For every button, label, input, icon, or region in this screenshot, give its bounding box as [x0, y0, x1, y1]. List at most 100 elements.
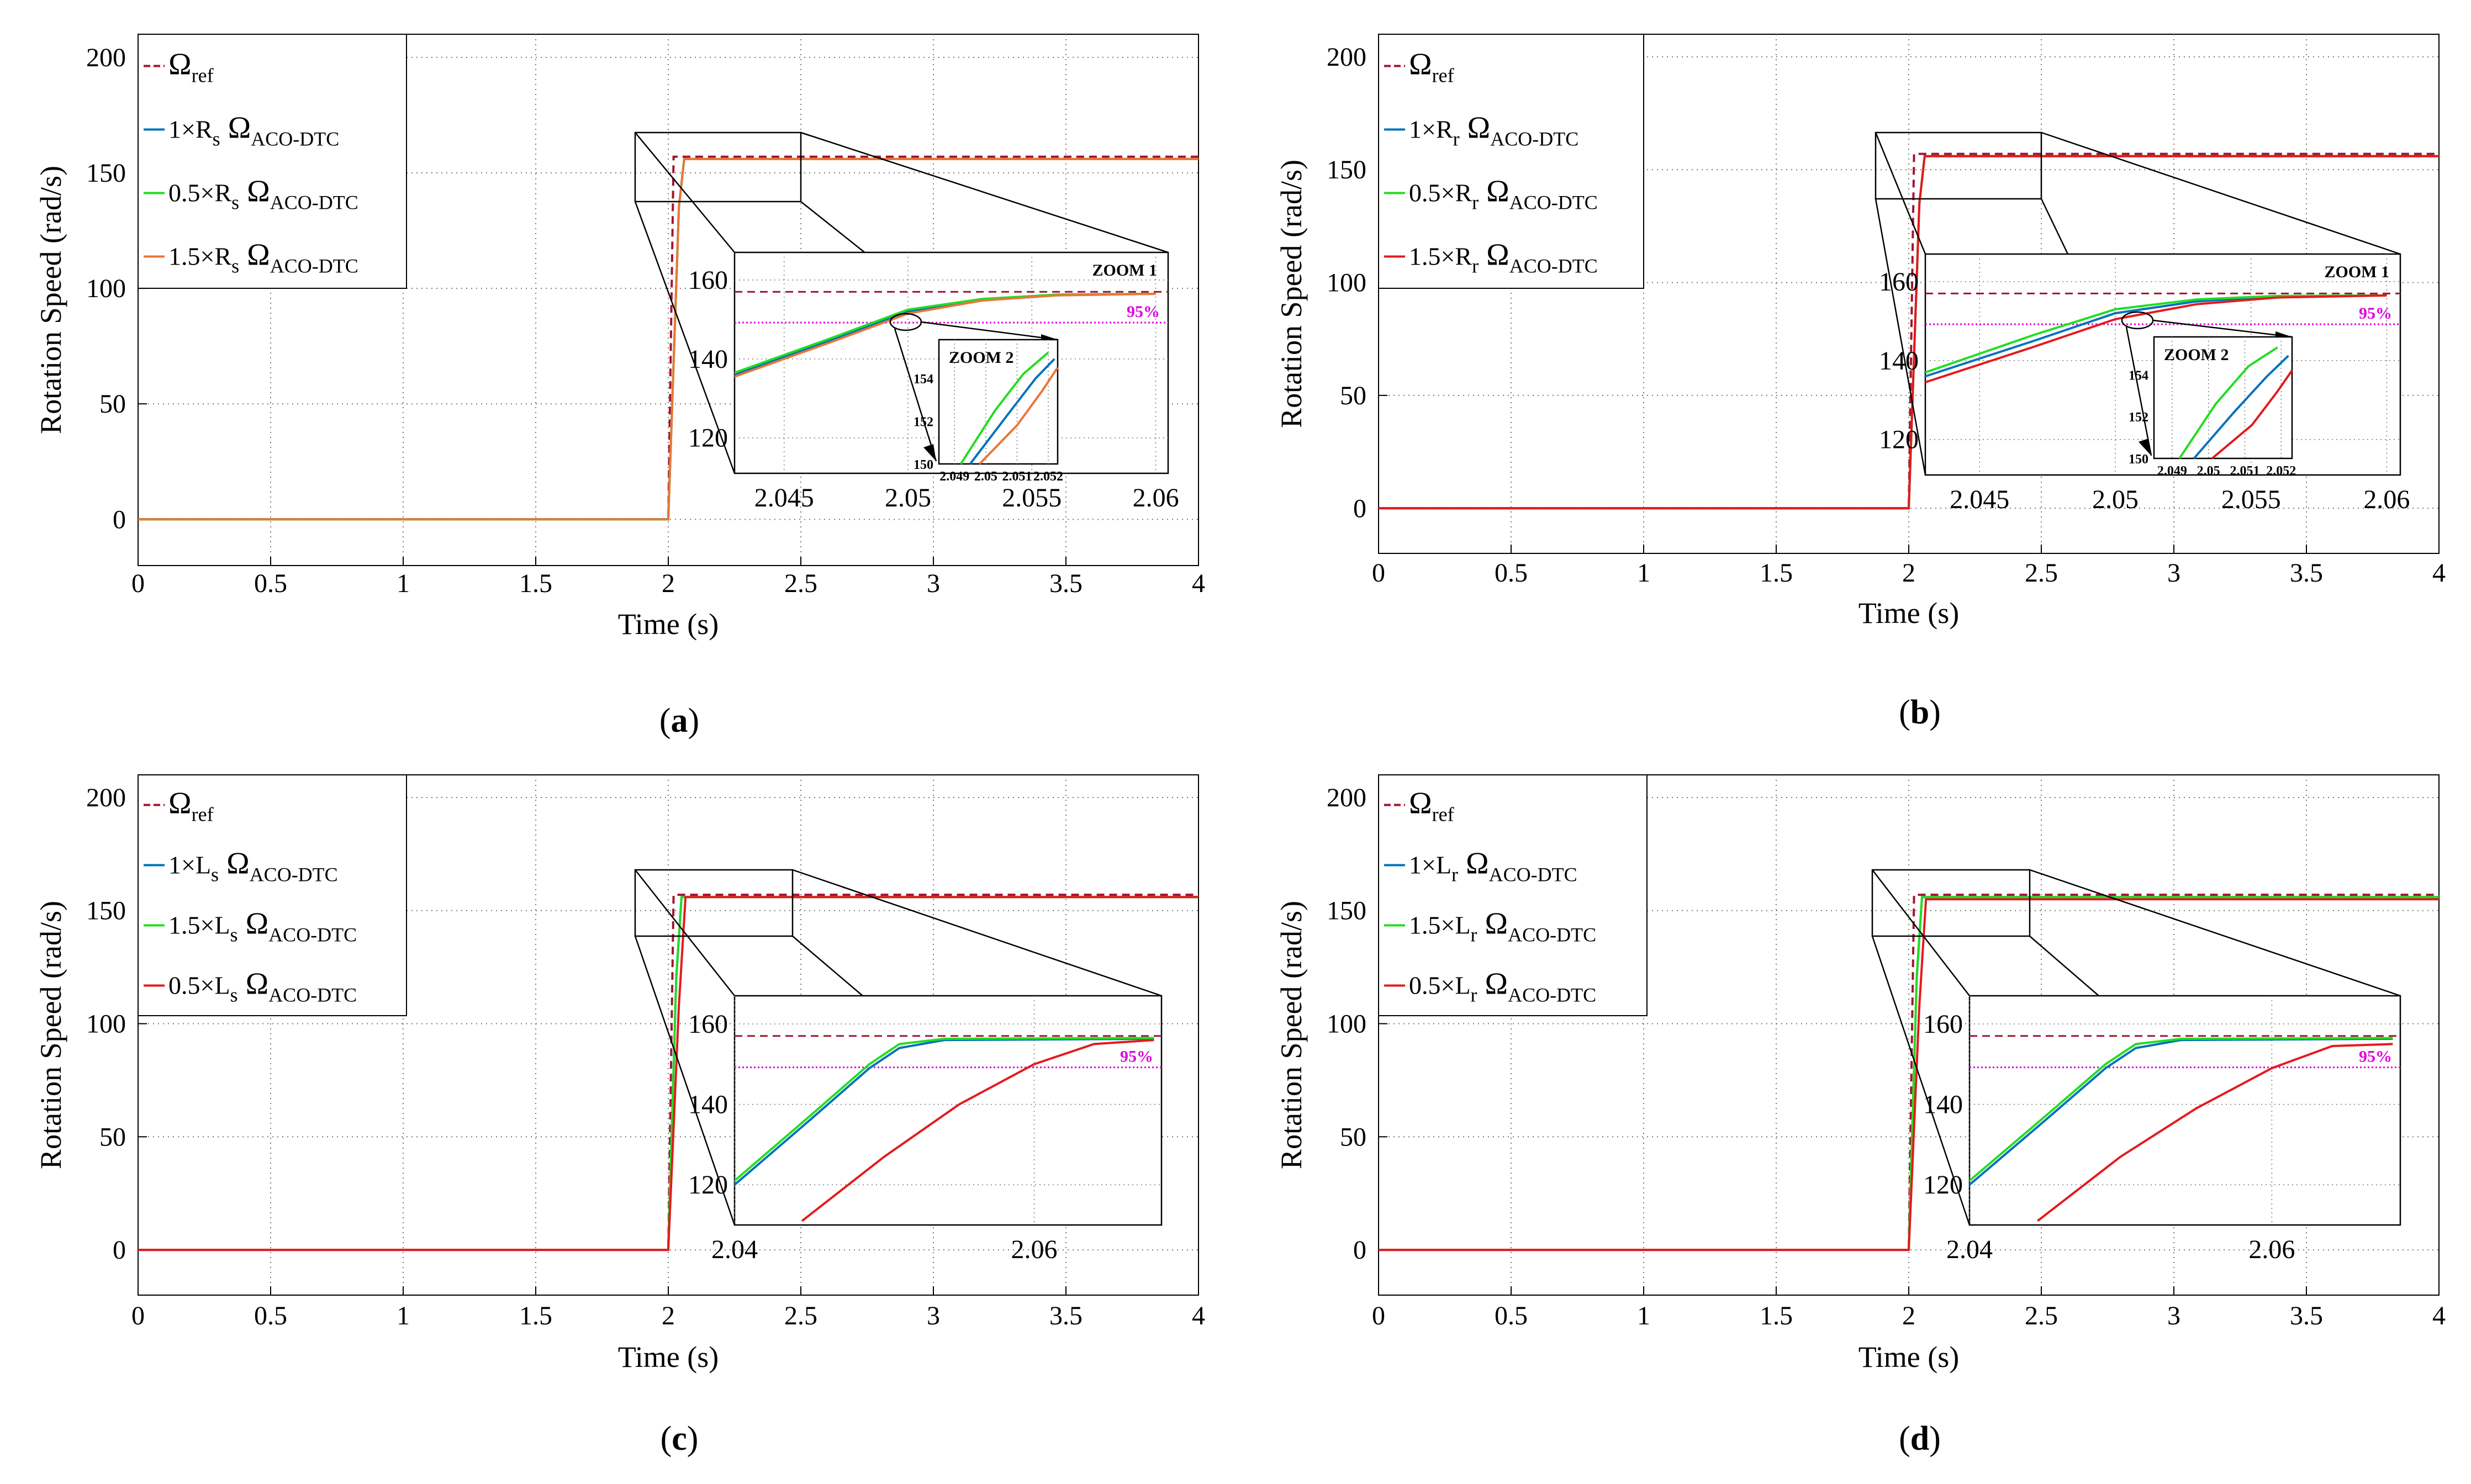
- x-tick-label: 0.5: [254, 569, 287, 598]
- zoom2-label: ZOOM 2: [949, 348, 1014, 367]
- legend-box: [1378, 774, 1648, 1016]
- panel-b: 0 0.5 1 1.5 2 2.5 3 3.5 4 0 50 100 150 200 Time (s) Rot…: [1275, 34, 2446, 731]
- zoom2-x-tick-label: 2.051: [2230, 464, 2259, 478]
- legend-entry: 1.5×Rs ΩACO-DTC: [168, 238, 358, 277]
- x-axis-label: Time (s): [1858, 1340, 1960, 1374]
- x-tick-label: 0.5: [1495, 558, 1528, 588]
- legend-entry: 1.5×Ls ΩACO-DTC: [168, 907, 357, 946]
- zoom1-x-tick-label: 2.05: [885, 483, 931, 513]
- y-tick-label: 200: [86, 43, 126, 72]
- zoom-connector: [800, 131, 1169, 254]
- x-tick-label: 3.5: [1049, 1301, 1083, 1330]
- zoom1-series-0: [733, 1037, 1154, 1186]
- panel-caption: (d): [1899, 1420, 1941, 1457]
- caption-letter: c: [672, 1420, 687, 1457]
- zoom2-x-tick-label: 2.049: [2157, 464, 2187, 478]
- zoom2-x-tick-label: 2.052: [2266, 464, 2296, 478]
- zoom1-y-tick-label: 140: [688, 345, 728, 374]
- legend-entry: Ωref: [168, 47, 214, 87]
- series-line-0: [1379, 894, 2439, 1251]
- zoom2-series-2: [2211, 369, 2293, 460]
- zoom1-frame: [733, 995, 1163, 1226]
- zoom1-y-tick-label: 120: [1923, 1170, 1963, 1200]
- zoom1-x-tick-label: 2.04: [711, 1235, 758, 1264]
- zoom-connector: [634, 936, 736, 1226]
- legend-entry: Ωref: [1409, 786, 1454, 826]
- series-line-3: [138, 896, 1198, 1251]
- zoom1-y-tick-label: 160: [1879, 267, 1919, 297]
- x-tick-label: 1: [1637, 558, 1650, 588]
- x-tick-label: 3: [2167, 558, 2180, 588]
- zoom1-label: ZOOM 1: [1092, 261, 1158, 279]
- zoom-connector: [1875, 132, 1926, 255]
- x-axis-label: Time (s): [618, 608, 719, 641]
- x-tick-label: 0: [1372, 1301, 1385, 1330]
- x-tick-label: 1.5: [519, 569, 552, 598]
- zoom2-inset: 2.049 2.05 2.051 2.052 150 152 154 ZOOM 2: [2121, 311, 2296, 478]
- x-tick-label: 3.5: [2290, 1301, 2323, 1330]
- zoom2-x-tick-label: 2.051: [1002, 469, 1032, 484]
- y-tick-label: 50: [1340, 1122, 1366, 1152]
- y-tick-label: 0: [113, 1235, 126, 1265]
- x-tick-label: 4: [2432, 1301, 2446, 1330]
- legend: Ωref 1×Rr ΩACO-DTC 0.5×Rr ΩACO-DTC 1.5×Rr Ω…: [1378, 34, 1644, 289]
- zoom1-inset: 2.04 2.06 120 140 160 95%: [1923, 995, 2401, 1264]
- legend-entry: 1.5×Rr ΩACO-DTC: [1409, 238, 1598, 277]
- legend-entry: 0.5×Rs ΩACO-DTC: [168, 175, 358, 214]
- legend-entry: 0.5×Lr ΩACO-DTC: [1409, 967, 1596, 1006]
- zoom-source-box: [1875, 131, 2042, 200]
- y-tick-label: 100: [86, 274, 126, 303]
- zoom1-x-tick-label: 2.045: [1950, 485, 2009, 514]
- x-tick-label: 0: [131, 1301, 145, 1330]
- legend-box: [1378, 34, 1644, 289]
- x-tick-label: 0: [1372, 558, 1385, 588]
- x-tick-label: 4: [1192, 569, 1205, 598]
- zoom-connector: [2029, 869, 2401, 997]
- legend-box: [138, 774, 407, 1016]
- zoom1-95pct-label: 95%: [2359, 1048, 2392, 1066]
- zoom-connector: [2041, 131, 2401, 255]
- x-tick-label: 0: [131, 569, 145, 598]
- panel-c: 0 0.5 1 1.5 2 2.5 3 3.5 4 0 50 100 150 200 Time (s) Rot…: [34, 774, 1205, 1457]
- zoom1-series-2: [734, 293, 1156, 378]
- legend-entry: 1×Rs ΩACO-DTC: [168, 111, 339, 150]
- legend-entry: 1.5×Lr ΩACO-DTC: [1409, 907, 1596, 946]
- zoom2-series-1: [2193, 355, 2289, 460]
- zoom1-inset: 2.04 2.06 120 140 160 95%: [688, 995, 1163, 1264]
- zoom-connector: [2040, 198, 2069, 255]
- zoom2-y-tick-label: 154: [914, 372, 933, 387]
- series-line-0: [138, 894, 1198, 1251]
- x-tick-label: 1.5: [1760, 1301, 1793, 1330]
- y-tick-label: 150: [86, 896, 126, 926]
- x-tick-label: 1: [397, 569, 410, 598]
- x-tick-label: 3: [927, 1301, 940, 1330]
- zoom1-x-tick-label: 2.06: [2248, 1235, 2295, 1264]
- y-tick-label: 0: [1353, 1235, 1366, 1265]
- zoom-connector: [2029, 936, 2099, 996]
- zoom1-x-tick-label: 2.06: [2363, 485, 2410, 514]
- zoom2-x-tick-label: 2.05: [974, 469, 997, 484]
- zoom-connector: [792, 936, 863, 996]
- y-axis-label: Rotation Speed (rad/s): [1275, 160, 1308, 428]
- x-tick-label: 1.5: [1760, 558, 1793, 588]
- x-tick-label: 4: [1192, 1301, 1205, 1330]
- zoom-source-box: [1871, 869, 2031, 937]
- series-line-0: [1379, 152, 2439, 510]
- zoom1-series-2: [2036, 1043, 2393, 1222]
- zoom1-95pct-label: 95%: [1127, 303, 1160, 321]
- zoom2-arrow: [894, 328, 937, 462]
- legend-entry: Ωref: [1409, 47, 1454, 87]
- zoom2-x-tick-label: 2.049: [939, 469, 969, 484]
- x-tick-label: 3.5: [2290, 558, 2323, 588]
- legend-entry: 1×Rr ΩACO-DTC: [1409, 111, 1578, 150]
- legend-box: [138, 34, 407, 289]
- x-tick-label: 2: [1902, 1301, 1915, 1330]
- zoom-connector: [800, 201, 865, 253]
- legend: Ωref 1×Ls ΩACO-DTC 1.5×Ls ΩACO-DTC 0.5×Ls Ω…: [138, 774, 407, 1016]
- zoom2-label: ZOOM 2: [2164, 346, 2229, 364]
- y-tick-label: 50: [1340, 381, 1366, 410]
- x-tick-label: 1.5: [519, 1301, 552, 1330]
- zoom1-series-1: [1925, 294, 2387, 374]
- panel-caption: (a): [659, 702, 699, 740]
